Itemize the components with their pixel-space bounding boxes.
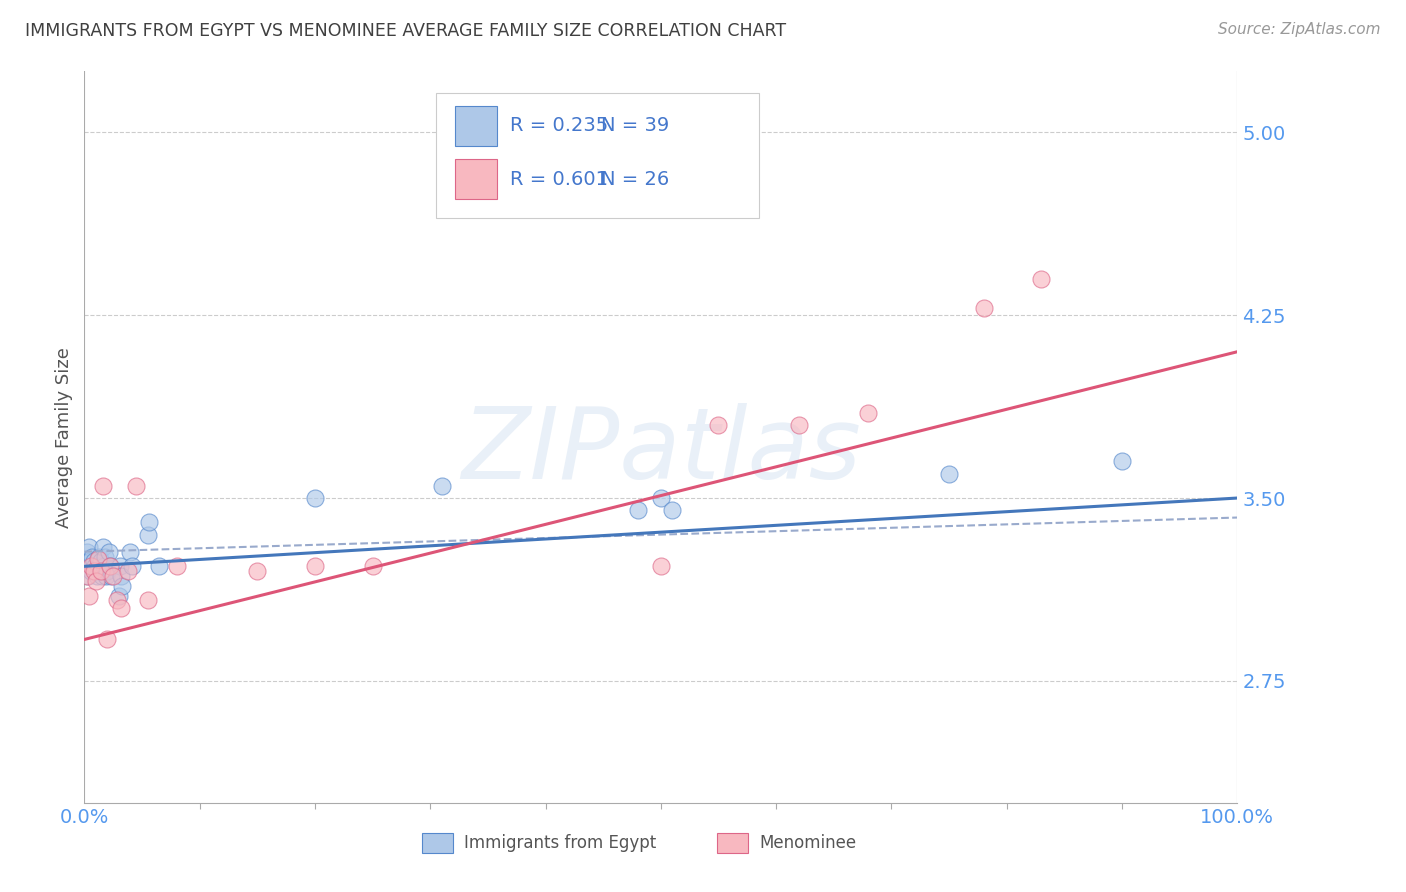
Point	[973, 301, 995, 315]
Point	[108, 589, 131, 603]
Text: Source: ZipAtlas.com: Source: ZipAtlas.com	[1218, 22, 1381, 37]
Text: N = 39: N = 39	[600, 116, 669, 135]
Point	[97, 544, 120, 558]
Text: Menominee: Menominee	[759, 834, 856, 852]
Point	[148, 559, 170, 574]
Point	[858, 406, 880, 420]
Point	[89, 549, 111, 564]
Point	[98, 559, 121, 574]
Point	[627, 503, 650, 517]
Point	[304, 559, 326, 574]
Y-axis label: Average Family Size: Average Family Size	[55, 347, 73, 527]
Point	[84, 564, 107, 578]
Point	[77, 589, 100, 603]
Point	[89, 564, 111, 578]
Point	[110, 600, 132, 615]
Point	[87, 559, 110, 574]
Point	[77, 540, 100, 554]
Point	[100, 569, 122, 583]
Point	[83, 554, 105, 568]
Point	[166, 559, 188, 574]
Point	[138, 516, 160, 530]
Text: R = 0.235: R = 0.235	[510, 116, 609, 135]
Text: IMMIGRANTS FROM EGYPT VS MENOMINEE AVERAGE FAMILY SIZE CORRELATION CHART: IMMIGRANTS FROM EGYPT VS MENOMINEE AVERA…	[25, 22, 786, 40]
Point	[83, 559, 105, 574]
Point	[89, 554, 111, 568]
Point	[136, 593, 159, 607]
Text: R = 0.601: R = 0.601	[510, 169, 609, 188]
Point	[136, 527, 159, 541]
Point	[75, 559, 97, 574]
Point	[304, 491, 326, 505]
Point	[1111, 454, 1133, 468]
Text: Immigrants from Egypt: Immigrants from Egypt	[464, 834, 657, 852]
Point	[108, 559, 131, 574]
Point	[111, 579, 134, 593]
Point	[110, 569, 132, 583]
Point	[96, 632, 118, 647]
Point	[361, 559, 384, 574]
Point	[105, 593, 128, 607]
Point	[76, 544, 98, 558]
Point	[246, 564, 269, 578]
Point	[83, 564, 105, 578]
Point	[80, 564, 103, 578]
Point	[121, 559, 143, 574]
Point	[90, 569, 112, 583]
Point	[787, 417, 810, 432]
Point	[82, 549, 104, 564]
Point	[98, 559, 121, 574]
Point	[125, 479, 148, 493]
Point	[117, 564, 139, 578]
Point	[96, 564, 118, 578]
Point	[938, 467, 960, 481]
Point	[80, 559, 103, 574]
Point	[93, 559, 115, 574]
Point	[96, 569, 118, 583]
Point	[430, 479, 453, 493]
Point	[103, 569, 124, 583]
Point	[84, 574, 107, 588]
Point	[76, 569, 98, 583]
Point	[87, 552, 110, 566]
Point	[91, 479, 114, 493]
Point	[707, 417, 730, 432]
Point	[650, 491, 672, 505]
Point	[76, 569, 98, 583]
Point	[86, 569, 108, 583]
Point	[650, 559, 672, 574]
Text: N = 26: N = 26	[600, 169, 669, 188]
Point	[79, 554, 101, 568]
Point	[120, 544, 142, 558]
Text: ZIPatlas: ZIPatlas	[461, 403, 860, 500]
Point	[1031, 271, 1053, 285]
Point	[91, 540, 114, 554]
Point	[94, 549, 117, 564]
Point	[661, 503, 683, 517]
